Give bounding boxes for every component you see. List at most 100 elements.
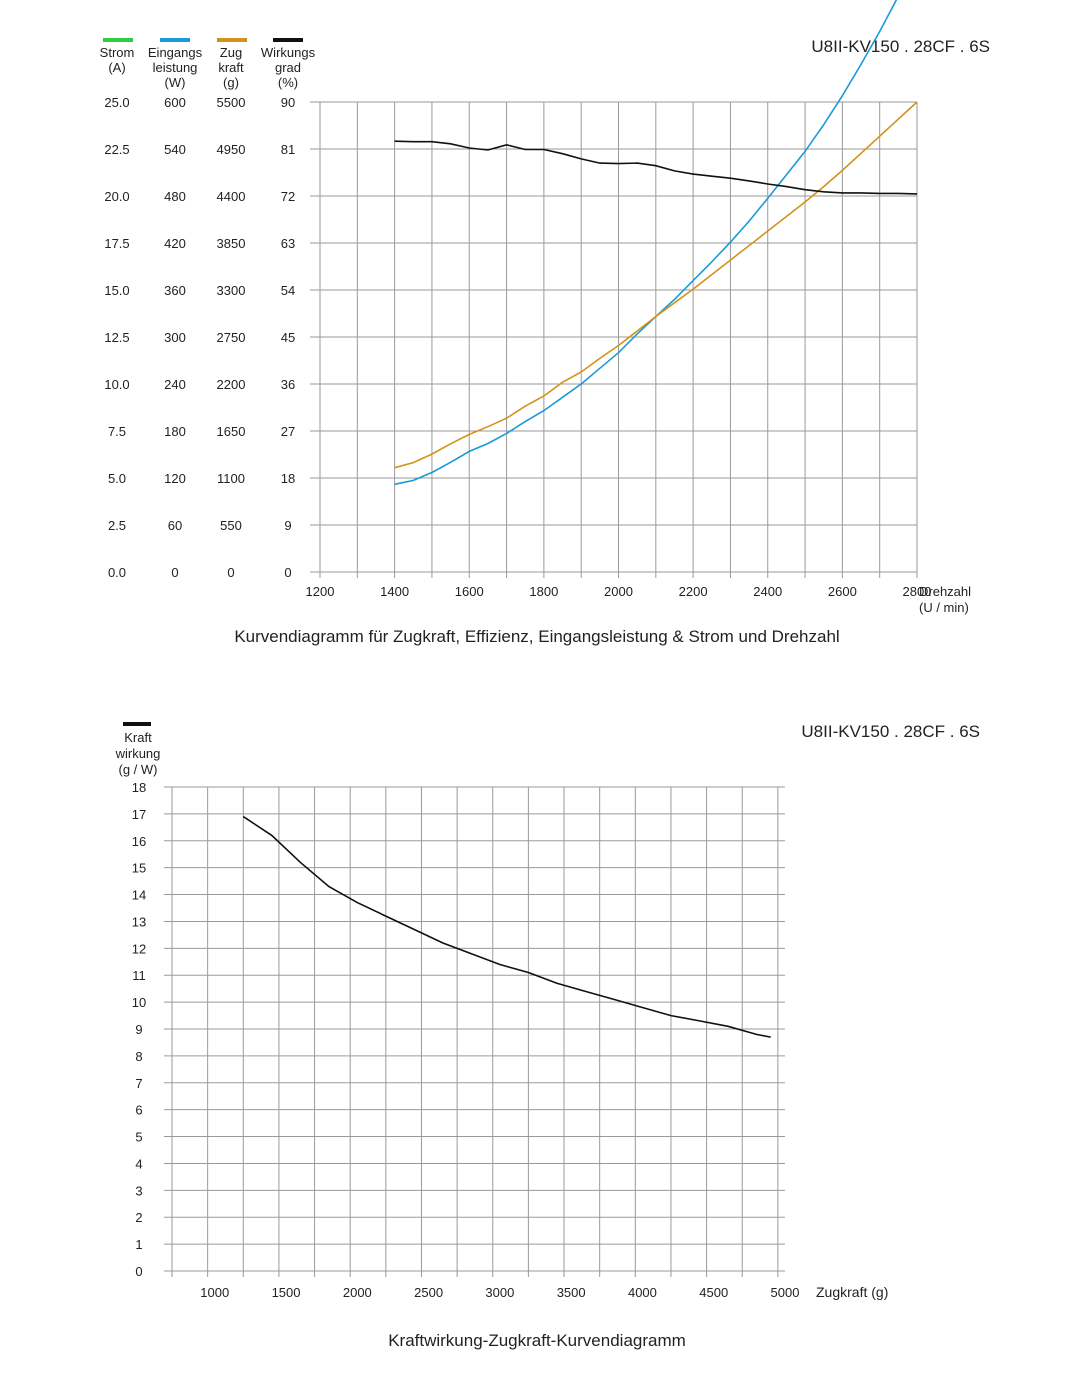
chart1-ytick-label: 2200 — [217, 377, 246, 392]
chart2-ytick-label: 7 — [135, 1076, 142, 1091]
axis-header-strom-1: Strom — [100, 45, 135, 60]
chart1-ytick-label: 15.0 — [104, 283, 129, 298]
chart1-ytick-label: 25.0 — [104, 95, 129, 110]
chart1-xtick-label: 2200 — [679, 584, 708, 599]
chart1-ytick-label: 22.5 — [104, 142, 129, 157]
axis-header-zug-2: kraft — [218, 60, 244, 75]
legend-swatch-eingangsleistung — [160, 38, 190, 42]
chart2-grid — [164, 786, 785, 1277]
chart1-series — [394, 0, 918, 486]
chart1-ytick-label: 90 — [281, 95, 295, 110]
chart1-ytick-label: 600 — [164, 95, 186, 110]
chart1-ytick-label: 300 — [164, 330, 186, 345]
chart2-ylabel-1: Kraft — [124, 730, 152, 745]
chart2-ytick-label: 0 — [135, 1264, 142, 1279]
chart2-xlabel: Zugkraft (g) — [816, 1284, 888, 1300]
chart1-ytick-label: 240 — [164, 377, 186, 392]
chart2-series — [242, 815, 771, 1038]
chart2-xtick-label: 3500 — [557, 1285, 586, 1300]
axis-header-wirkung-2: grad — [275, 60, 301, 75]
chart1-xtick-label: 2600 — [828, 584, 857, 599]
chart1-x-ticks: 1200 1400 1600 1800 2000 2200 2400 2600 2800 — [306, 584, 932, 599]
chart1-ytick-label: 36 — [281, 377, 295, 392]
chart2-ytick-label: 4 — [135, 1156, 142, 1171]
chart1-ytick-label: 2750 — [217, 330, 246, 345]
chart1-ytick-label: 9 — [284, 518, 291, 533]
chart2-ytick-label: 12 — [132, 941, 146, 956]
chart1-ytick-label: 180 — [164, 424, 186, 439]
chart1-xlabel-2: (U / min) — [919, 600, 969, 615]
chart1-ytick-label: 550 — [220, 518, 242, 533]
chart1-ytick-label: 120 — [164, 471, 186, 486]
chart1-ytick-label: 0.0 — [108, 565, 126, 580]
chart2-ytick-label: 14 — [132, 888, 146, 903]
chart1-xtick-label: 1200 — [306, 584, 335, 599]
chart2-ytick-label: 18 — [132, 780, 146, 795]
chart1-ytick-label: 1100 — [217, 471, 245, 486]
chart2-xtick-label: 4000 — [628, 1285, 657, 1300]
chart1-ytick-label: 4400 — [217, 189, 246, 204]
chart1-ytick-label: 3300 — [217, 283, 246, 298]
chart2-ytick-label: 13 — [132, 914, 146, 929]
legend-swatch-strom — [103, 38, 133, 42]
chart1-ytick-label: 54 — [281, 283, 295, 298]
chart1-series-line — [394, 101, 918, 469]
chart1-xtick-label: 1400 — [380, 584, 409, 599]
chart2-x-ticks: 1000 1500 2000 2500 3000 3500 4000 4500 5000 — [200, 1285, 799, 1300]
chart1-y-ticks: 0.0 2.5 5.0 7.5 10.0 12.5 15.0 17.5 20.0 22.5 25.0… — [104, 95, 295, 580]
chart1-grid — [310, 101, 918, 578]
chart2-caption: Kraftwirkung-Zugkraft-Kurvendiagramm — [388, 1331, 686, 1350]
axis-header-eingang-1: Eingangs — [148, 45, 203, 60]
chart1: U8II-KV150 . 28CF . 6S Strom (A) Eingang… — [100, 0, 990, 646]
chart1-ytick-label: 60 — [168, 518, 182, 533]
chart1-ytick-label: 20.0 — [104, 189, 129, 204]
chart2-ytick-label: 10 — [132, 995, 146, 1010]
axis-header-eingang-2: leistung — [153, 60, 198, 75]
chart2: U8II-KV150 . 28CF . 6S Kraft wirkung (g … — [115, 722, 980, 1350]
chart1-ytick-label: 5.0 — [108, 471, 126, 486]
chart2-ytick-label: 16 — [132, 834, 146, 849]
chart1-ytick-label: 17.5 — [104, 236, 129, 251]
chart2-ytick-label: 8 — [135, 1049, 142, 1064]
chart1-ytick-label: 45 — [281, 330, 295, 345]
chart2-ylabel-3: (g / W) — [119, 762, 158, 777]
chart2-ytick-label: 1 — [135, 1237, 142, 1252]
chart1-ytick-label: 4950 — [217, 142, 246, 157]
chart1-ytick-label: 10.0 — [104, 377, 129, 392]
chart1-ytick-label: 360 — [164, 283, 186, 298]
chart1-xtick-label: 2800 — [903, 584, 932, 599]
chart1-ytick-label: 3850 — [217, 236, 246, 251]
chart1-xlabel-1: Drehzahl — [919, 584, 971, 599]
legend-swatch-wirkungsgrad — [273, 38, 303, 42]
chart1-ytick-label: 63 — [281, 236, 295, 251]
chart1-ytick-label: 540 — [164, 142, 186, 157]
chart1-ytick-label: 18 — [281, 471, 295, 486]
axis-header-zug-3: (g) — [223, 75, 239, 90]
chart2-ytick-label: 17 — [132, 807, 146, 822]
legend-swatch-zugkraft — [217, 38, 247, 42]
chart2-model-title: U8II-KV150 . 28CF . 6S — [801, 722, 980, 741]
chart1-series-line — [394, 140, 918, 195]
chart2-xtick-label: 5000 — [771, 1285, 800, 1300]
chart1-ytick-label: 480 — [164, 189, 186, 204]
chart2-ytick-label: 11 — [132, 968, 146, 983]
chart1-ytick-label: 0 — [284, 565, 291, 580]
chart2-ylabel-2: wirkung — [115, 746, 161, 761]
chart1-ytick-label: 12.5 — [104, 330, 129, 345]
chart2-ytick-label: 2 — [135, 1210, 142, 1225]
chart1-xtick-label: 2400 — [753, 584, 782, 599]
axis-header-strom-2: (A) — [108, 60, 125, 75]
chart2-ytick-label: 9 — [135, 1022, 142, 1037]
axis-header-zug-1: Zug — [220, 45, 242, 60]
chart1-ytick-label: 27 — [281, 424, 295, 439]
chart2-series-line — [242, 815, 771, 1038]
chart1-ytick-label: 420 — [164, 236, 186, 251]
chart1-ytick-label: 0 — [227, 565, 234, 580]
chart2-ytick-label: 5 — [135, 1130, 142, 1145]
chart1-ytick-label: 81 — [281, 142, 295, 157]
chart2-ytick-label: 3 — [135, 1183, 142, 1198]
chart1-ytick-label: 2.5 — [108, 518, 126, 533]
chart2-xtick-label: 2000 — [343, 1285, 372, 1300]
